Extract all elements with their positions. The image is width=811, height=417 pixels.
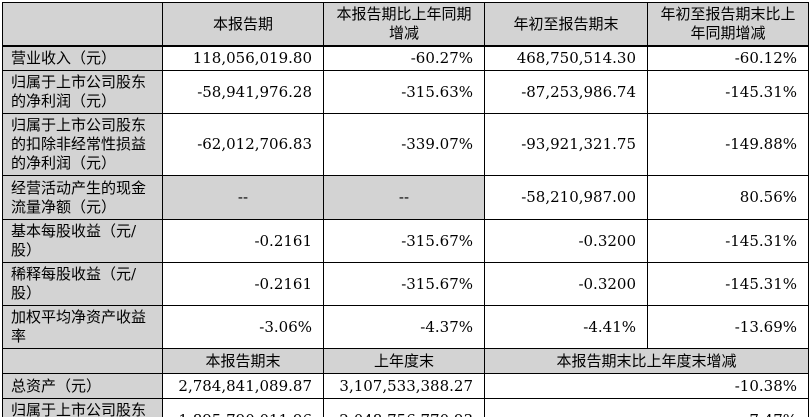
- cell-value: -10.38%: [484, 373, 809, 399]
- cell-value: -0.3200: [484, 262, 648, 306]
- corner-cell: [2, 348, 163, 374]
- row-label: 稀释每股收益（元/股）: [2, 262, 163, 306]
- cell-value: -62,012,706.83: [162, 113, 324, 176]
- row-owners-equity: 归属于上市公司股东的所有者权益（元） 1,895,790,011.96 2,04…: [2, 398, 809, 417]
- corner-cell: [2, 2, 163, 47]
- cell-value: -60.12%: [647, 45, 809, 71]
- row-operating-cash-flow: 经营活动产生的现金流量净额（元） -- -- -58,210,987.00 80…: [2, 175, 809, 220]
- cell-value: 2,048,756,770.93: [323, 398, 485, 417]
- row-net-profit-excl-nonrecurring: 归属于上市公司股东的扣除非经常性损益的净利润（元） -62,012,706.83…: [2, 113, 809, 176]
- row-label: 总资产（元）: [2, 373, 163, 399]
- row-label: 基本每股收益（元/股）: [2, 219, 163, 263]
- row-diluted-eps: 稀释每股收益（元/股） -0.2161 -315.67% -0.3200 -14…: [2, 262, 809, 306]
- row-label: 经营活动产生的现金流量净额（元）: [2, 175, 163, 220]
- row-total-assets: 总资产（元） 2,784,841,089.87 3,107,533,388.27…: [2, 373, 809, 399]
- cell-value: -315.67%: [323, 262, 485, 306]
- header-row-period-end: 本报告期末 上年度末 本报告期末比上年度末增减: [2, 348, 809, 374]
- cell-value: -58,941,976.28: [162, 70, 324, 114]
- cell-value-placeholder: --: [162, 175, 324, 220]
- row-label: 归属于上市公司股东的扣除非经常性损益的净利润（元）: [2, 113, 163, 176]
- cell-value-placeholder: --: [323, 175, 485, 220]
- cell-value: -339.07%: [323, 113, 485, 176]
- row-label: 加权平均净资产收益率: [2, 305, 163, 349]
- row-net-profit-attributable: 归属于上市公司股东的净利润（元） -58,941,976.28 -315.63%…: [2, 70, 809, 114]
- cell-value: -145.31%: [647, 219, 809, 263]
- cell-value: -3.06%: [162, 305, 324, 349]
- header-row-period: 本报告期 本报告期比上年同期增减 年初至报告期末 年初至报告期末比上年同期增减: [2, 2, 809, 47]
- row-operating-revenue: 营业收入（元） 118,056,019.80 -60.27% 468,750,5…: [2, 45, 809, 71]
- col-header-ytd: 年初至报告期末: [484, 2, 648, 47]
- cell-value: 2,784,841,089.87: [162, 373, 324, 399]
- cell-value: -7.47%: [484, 398, 809, 417]
- col-header-end-of-prior-year: 上年度末: [323, 348, 485, 374]
- cell-value: -315.67%: [323, 219, 485, 263]
- cell-value: -58,210,987.00: [484, 175, 648, 220]
- col-header-end-vs-prior-year-change: 本报告期末比上年度末增减: [484, 348, 809, 374]
- cell-value: -0.2161: [162, 262, 324, 306]
- cell-value: 118,056,019.80: [162, 45, 324, 71]
- cell-value: -0.3200: [484, 219, 648, 263]
- cell-value: -13.69%: [647, 305, 809, 349]
- col-header-ytd-yoy-change: 年初至报告期末比上年同期增减: [647, 2, 809, 47]
- cell-value: -4.41%: [484, 305, 648, 349]
- row-weighted-avg-roe: 加权平均净资产收益率 -3.06% -4.37% -4.41% -13.69%: [2, 305, 809, 349]
- cell-value: -87,253,986.74: [484, 70, 648, 114]
- col-header-end-of-period: 本报告期末: [162, 348, 324, 374]
- cell-value: -93,921,321.75: [484, 113, 648, 176]
- col-header-current-period: 本报告期: [162, 2, 324, 47]
- cell-value: -4.37%: [323, 305, 485, 349]
- row-basic-eps: 基本每股收益（元/股） -0.2161 -315.67% -0.3200 -14…: [2, 219, 809, 263]
- cell-value: -315.63%: [323, 70, 485, 114]
- cell-value: -145.31%: [647, 70, 809, 114]
- cell-value: 80.56%: [647, 175, 809, 220]
- row-label: 归属于上市公司股东的净利润（元）: [2, 70, 163, 114]
- cell-value: 1,895,790,011.96: [162, 398, 324, 417]
- col-header-current-period-yoy-change: 本报告期比上年同期增减: [323, 2, 485, 47]
- cell-value: 3,107,533,388.27: [323, 373, 485, 399]
- cell-value: -145.31%: [647, 262, 809, 306]
- row-label: 营业收入（元）: [2, 45, 163, 71]
- cell-value: -60.27%: [323, 45, 485, 71]
- row-label: 归属于上市公司股东的所有者权益（元）: [2, 398, 163, 417]
- cell-value: 468,750,514.30: [484, 45, 648, 71]
- cell-value: -149.88%: [647, 113, 809, 176]
- cell-value: -0.2161: [162, 219, 324, 263]
